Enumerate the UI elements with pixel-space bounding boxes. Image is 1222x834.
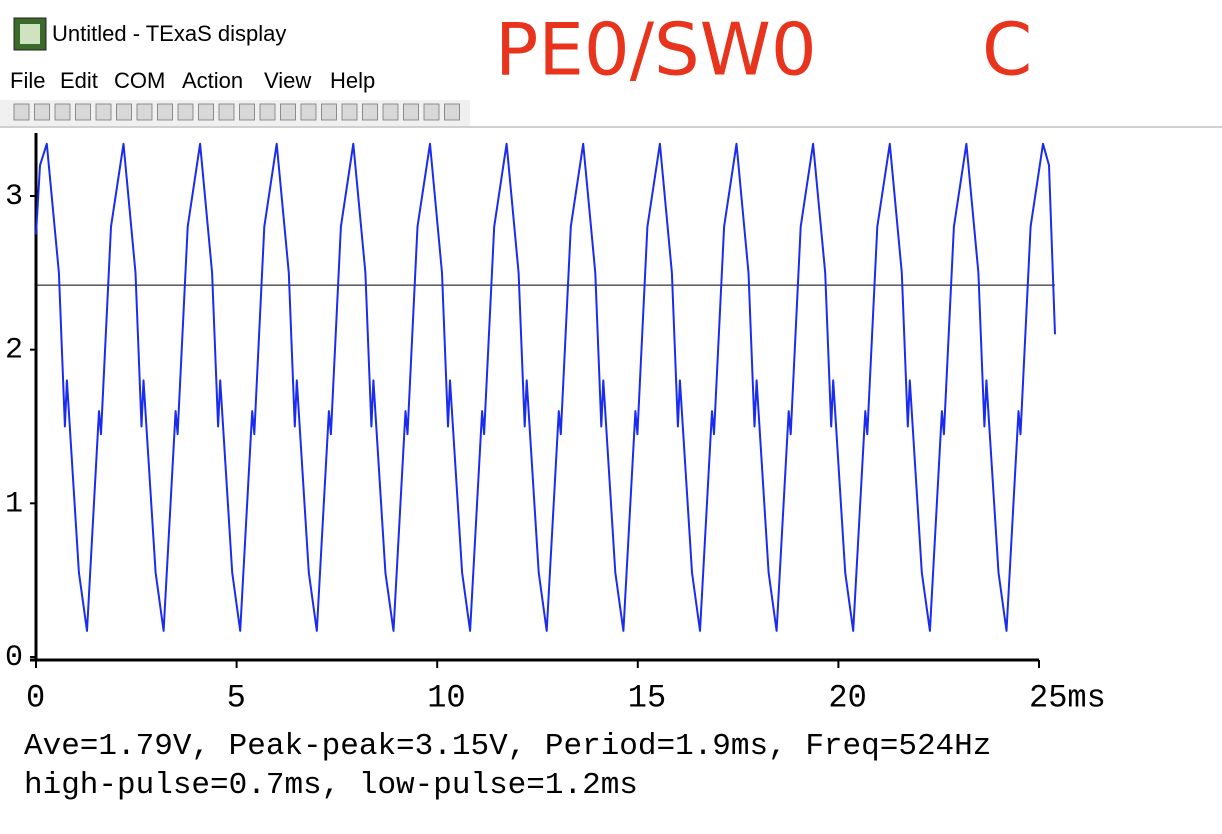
toolbar <box>0 100 470 126</box>
x-tick-label: 25ms <box>1029 679 1106 716</box>
toolbar-button[interactable] <box>75 103 91 121</box>
toolbar-button[interactable] <box>403 103 419 121</box>
toolbar-button[interactable] <box>198 103 214 121</box>
toolbar-button[interactable] <box>95 103 112 121</box>
toolbar-button[interactable] <box>116 103 132 121</box>
toolbar-button[interactable] <box>239 103 255 121</box>
toolbar-button[interactable] <box>321 103 337 121</box>
x-tick-label: 0 <box>26 679 45 716</box>
menu-item[interactable]: Edit <box>60 68 98 93</box>
toolbar-buttons <box>13 103 460 121</box>
signal-trace <box>35 142 1056 632</box>
y-tick-label: 2 <box>5 334 23 368</box>
handwritten-note: PE0/SW0 <box>495 8 817 92</box>
window-title: Untitled - TExaS display <box>52 21 286 46</box>
handwritten-note: C <box>982 8 1032 92</box>
toolbar-button[interactable] <box>362 103 378 121</box>
toolbar-button[interactable] <box>218 103 235 121</box>
toolbar-button[interactable] <box>259 103 276 121</box>
toolbar-button[interactable] <box>382 103 399 121</box>
toolbar-button[interactable] <box>341 103 358 121</box>
menu-item[interactable]: View <box>264 68 311 93</box>
x-tick-label: 10 <box>427 679 465 716</box>
toolbar-button[interactable] <box>300 103 317 121</box>
menu-item[interactable]: Action <box>182 68 243 93</box>
x-tick-label: 20 <box>828 679 866 716</box>
y-tick-label: 3 <box>5 180 23 214</box>
toolbar-button[interactable] <box>13 103 30 121</box>
menu-item[interactable]: File <box>10 68 45 93</box>
app-icon-inner <box>20 24 40 44</box>
toolbar-button[interactable] <box>34 103 50 121</box>
toolbar-button[interactable] <box>444 103 460 121</box>
toolbar-button[interactable] <box>423 103 440 121</box>
toolbar-button[interactable] <box>280 103 296 121</box>
toolbar-button[interactable] <box>136 103 153 121</box>
menu-item[interactable]: COM <box>114 68 165 93</box>
measurement-text: high-pulse=0.7ms, low-pulse=1.2ms <box>24 768 638 803</box>
y-tick-label: 0 <box>5 641 23 675</box>
measurement-text: Ave=1.79V, Peak-peak=3.15V, Period=1.9ms… <box>24 729 991 764</box>
toolbar-button[interactable] <box>177 103 194 121</box>
x-tick-label: 15 <box>628 679 666 716</box>
y-tick-label: 1 <box>5 487 23 521</box>
toolbar-button[interactable] <box>157 103 173 121</box>
toolbar-button[interactable] <box>54 103 71 121</box>
x-tick-label: 5 <box>227 679 246 716</box>
menu-item[interactable]: Help <box>330 68 375 93</box>
